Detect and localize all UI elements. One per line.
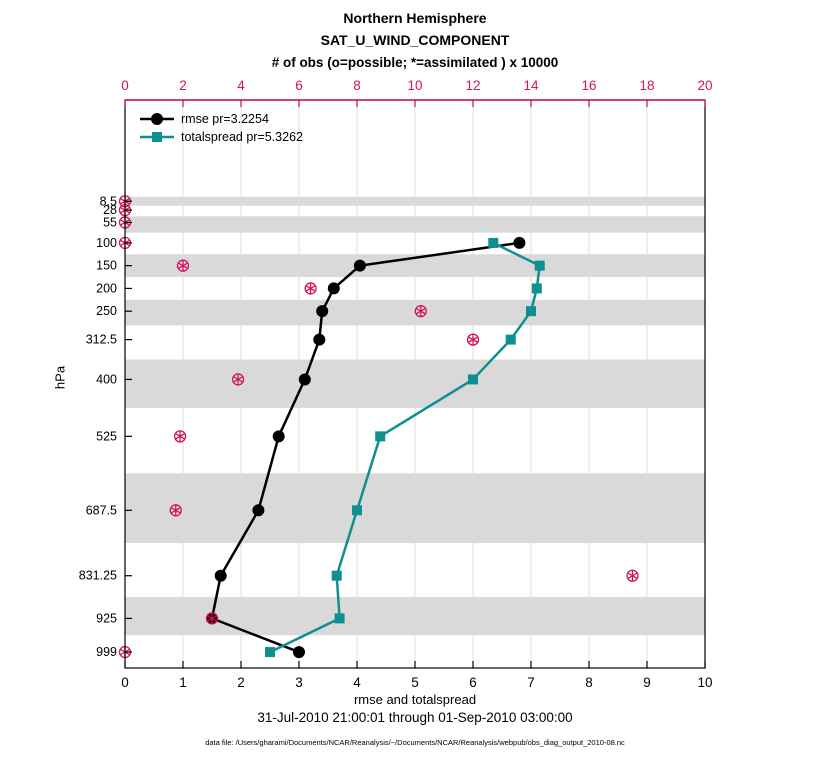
legend-marker-totalspread-square [152, 132, 162, 142]
obs-assimilated-asterisk [305, 285, 316, 292]
left-axis-tick-label: 28 [103, 203, 117, 217]
left-axis-tick-label: 687.5 [86, 503, 117, 517]
chart-subtitle: SAT_U_WIND_COMPONENT [320, 32, 510, 48]
totalspread-marker [531, 283, 542, 294]
obs-assimilated-asterisk [627, 572, 638, 580]
bottom-axis-tick-label: 6 [469, 675, 477, 690]
left-axis-tick-label: 400 [96, 372, 117, 386]
left-axis-tick-label: 312.5 [86, 333, 117, 347]
top-axis-tick-label: 18 [639, 78, 654, 93]
rmse-marker [513, 236, 526, 249]
obs-assimilated-asterisk [175, 433, 186, 440]
left-axis-tick-label: 200 [96, 281, 117, 295]
rmse-marker [313, 333, 326, 346]
footer-datafile-path: data file: /Users/gharami/Documents/NCAR… [205, 738, 625, 747]
obs-marker [466, 333, 480, 346]
obs-marker [176, 259, 190, 272]
totalspread-marker [352, 505, 362, 516]
obs-assimilated-asterisk [233, 376, 244, 383]
top-axis-title: # of obs (o=possible; *=assimilated ) x … [271, 55, 559, 70]
totalspread-marker [375, 431, 386, 442]
obs-marker [304, 282, 317, 295]
totalspread-marker [534, 260, 545, 271]
legend-marker-rmse-circle [151, 113, 163, 125]
obs-assimilated-asterisk [170, 506, 181, 514]
totalspread-marker [331, 570, 342, 581]
totalspread-marker [488, 237, 499, 248]
rmse-marker [298, 373, 311, 386]
top-axis-tick-label: 4 [237, 78, 245, 93]
bottom-axis-tick-label: 3 [295, 675, 303, 690]
rmse-marker [293, 646, 305, 659]
left-axis-tick-label: 999 [96, 645, 117, 659]
bottom-axis-tick-label: 2 [237, 675, 245, 690]
obs-marker [626, 569, 639, 582]
series-lines [206, 236, 545, 659]
obs-marker [173, 430, 187, 443]
top-axis-tick-label: 0 [121, 78, 129, 93]
totalspread-marker [468, 374, 478, 385]
rmse-marker [272, 430, 285, 443]
obs-marker [231, 373, 245, 386]
left-axis-tick-label: 55 [103, 215, 117, 229]
rmse-marker [353, 259, 366, 272]
totalspread-marker [334, 613, 345, 624]
top-axis-tick-label: 20 [697, 78, 712, 93]
obs-marker [205, 612, 219, 625]
bottom-axis-tick-label: 0 [121, 675, 129, 690]
bottom-axis-tick-label: 5 [411, 675, 419, 690]
obs-assimilated-asterisk [206, 615, 218, 622]
legend-label-rmse: rmse pr=3.2254 [181, 112, 269, 126]
obs-assimilated-asterisk [415, 307, 426, 315]
left-axis-tick-label: 831.25 [79, 569, 117, 583]
top-axis-tick-label: 12 [465, 78, 480, 93]
bottom-axis-tick-label: 10 [697, 675, 712, 690]
left-axis-tick-label: 925 [96, 611, 117, 625]
rmse-marker [316, 305, 329, 318]
legend: rmse pr=3.2254 totalspread pr=5.3262 [140, 112, 303, 144]
top-axis-tick-label: 16 [581, 78, 596, 93]
chart-title: Northern Hemisphere [343, 10, 487, 26]
rmse-marker [252, 504, 265, 517]
left-axis-tick-label: 250 [96, 304, 117, 318]
obs-marker [414, 305, 427, 318]
obs-marker [169, 504, 182, 517]
bottom-axis-tick-label: 9 [643, 675, 651, 690]
rmse-marker [214, 569, 227, 582]
left-axis-tick-label: 100 [96, 236, 117, 250]
top-axis-tick-label: 6 [295, 78, 303, 93]
bottom-axis-tick-label: 7 [527, 675, 535, 690]
left-axis-tick-label: 525 [96, 429, 117, 443]
top-axis-tick-label: 10 [407, 78, 422, 93]
totalspread-marker [265, 647, 275, 658]
totalspread-marker [526, 306, 536, 317]
top-axis-tick-label: 2 [179, 78, 187, 93]
bottom-axis-tick-label: 8 [585, 675, 593, 690]
top-axis-tick-label: 8 [353, 78, 361, 93]
axes: 0 2 4 6 8 10 12 14 16 18 200 1 2 3 4 5 6 7 8 9 108.528551001… [79, 78, 713, 690]
y-axis-label: hPa [52, 365, 68, 390]
top-axis-tick-label: 14 [523, 78, 539, 93]
legend-label-totalspread: totalspread pr=5.3262 [181, 130, 303, 144]
bottom-axis-tick-label: 1 [179, 675, 187, 690]
left-axis-tick-label: 8.5 [100, 194, 117, 208]
left-axis-tick-label: 150 [96, 259, 117, 273]
obs-assimilated-asterisk [177, 262, 189, 269]
rmse-marker [327, 282, 340, 295]
bottom-axis-tick-label: 4 [353, 675, 361, 690]
totalspread-marker [505, 334, 516, 345]
x-axis-label: rmse and totalspread [353, 692, 477, 707]
obs-assimilated-asterisk [467, 336, 479, 343]
footer-date-range: 31-Jul-2010 21:00:01 through 01-Sep-2010… [257, 710, 573, 725]
